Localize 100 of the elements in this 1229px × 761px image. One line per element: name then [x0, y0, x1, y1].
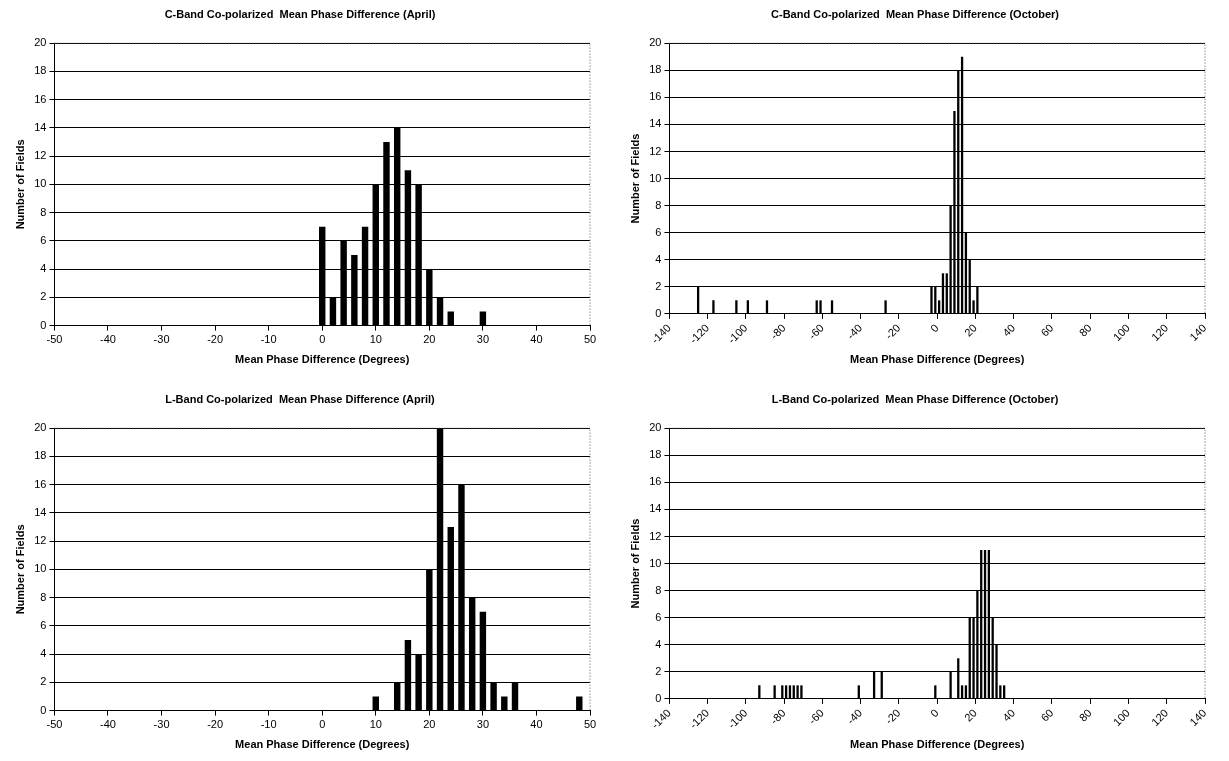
- bar: [800, 685, 803, 699]
- y-tick-label: 10: [34, 177, 47, 190]
- x-tick-label: -30: [153, 333, 170, 346]
- y-tick-label: 8: [40, 590, 47, 603]
- x-tick-label: 60: [1038, 321, 1056, 339]
- y-tick-label: 12: [649, 529, 662, 542]
- x-tick-label: -30: [153, 718, 170, 731]
- x-tick-label: 20: [961, 706, 980, 724]
- x-tick-label: -50: [46, 718, 63, 731]
- x-tick-label: -100: [725, 321, 750, 346]
- y-tick-label: 8: [40, 205, 47, 218]
- x-tick-label: -60: [806, 321, 827, 342]
- x-tick-label: 140: [1187, 706, 1209, 729]
- y-tick-label: 2: [40, 675, 47, 688]
- x-tick-label: 140: [1187, 321, 1209, 344]
- x-tick-label: -140: [648, 321, 673, 346]
- x-tick-label: 30: [476, 718, 490, 731]
- bar: [447, 311, 454, 326]
- bar: [712, 300, 715, 314]
- bar: [576, 696, 583, 711]
- x-tick-label: -20: [882, 706, 903, 727]
- x-tick-label: -120: [687, 321, 712, 346]
- x-tick-label: 20: [423, 333, 436, 346]
- y-axis-title: Number of Fields: [628, 133, 641, 224]
- chart-title: L-Band Co-polarized Mean Phase Difference (October): [771, 392, 1059, 405]
- x-tick-label: 0: [927, 706, 941, 720]
- x-tick-label: 0: [319, 333, 326, 346]
- chart-title: L-Band Co-polarized Mean Phase Difference (April): [165, 392, 436, 405]
- x-tick-label: -140: [648, 706, 673, 731]
- y-tick-label: 4: [655, 252, 662, 265]
- x-axis-title: Mean Phase Difference (Degrees): [235, 738, 410, 751]
- y-tick-label: 10: [649, 171, 662, 184]
- y-tick-label: 20: [34, 36, 47, 49]
- y-tick-label: 6: [40, 618, 47, 631]
- x-tick-label: 30: [476, 333, 490, 346]
- x-tick-label: 120: [1148, 706, 1171, 729]
- x-tick-label: 50: [583, 718, 597, 731]
- x-tick-label: -120: [687, 706, 712, 731]
- chart-title: C-Band Co-polarized Mean Phase Difference (October): [771, 7, 1060, 20]
- y-tick-label: 20: [649, 421, 662, 434]
- y-tick-label: 18: [34, 449, 47, 462]
- y-tick-label: 6: [40, 233, 47, 246]
- x-tick-label: 80: [1076, 706, 1094, 724]
- y-axis-title: Number of Fields: [628, 518, 641, 609]
- x-tick-label: 40: [1000, 706, 1018, 724]
- x-tick-label: -50: [46, 333, 63, 346]
- chart-title: C-Band Co-polarized Mean Phase Difference (April): [164, 7, 436, 20]
- y-tick-label: 14: [34, 120, 47, 133]
- y-tick-label: 2: [655, 664, 662, 677]
- x-tick-label: 0: [319, 718, 326, 731]
- x-tick-label: -60: [806, 706, 827, 727]
- bar: [819, 300, 822, 314]
- y-axis-title: Number of Fields: [13, 139, 26, 230]
- y-axis-title: Number of Fields: [13, 524, 26, 615]
- x-tick-label: -40: [100, 333, 116, 346]
- y-tick-label: 20: [649, 36, 662, 49]
- y-tick-label: 0: [655, 691, 662, 704]
- y-tick-label: 4: [655, 637, 662, 650]
- x-tick-label: 10: [369, 718, 382, 731]
- x-tick-label: -10: [260, 333, 277, 346]
- x-tick-label: -20: [207, 333, 224, 346]
- x-tick-label: 10: [369, 333, 382, 346]
- bar: [735, 300, 738, 314]
- x-tick-label: 80: [1076, 321, 1094, 339]
- y-tick-label: 12: [649, 144, 662, 157]
- x-tick-label: 120: [1148, 321, 1171, 344]
- x-tick-label: 40: [530, 333, 543, 346]
- y-tick-label: 10: [649, 556, 662, 569]
- bar: [773, 685, 776, 699]
- bar: [796, 685, 799, 699]
- x-tick-label: -80: [768, 706, 788, 727]
- y-tick-label: 14: [34, 505, 47, 518]
- y-tick-label: 16: [34, 477, 47, 490]
- x-tick-label: -100: [725, 706, 750, 731]
- x-tick-label: 100: [1110, 321, 1133, 344]
- x-tick-label: 100: [1110, 706, 1133, 729]
- x-tick-label: -40: [844, 321, 865, 342]
- y-tick-label: 18: [649, 448, 662, 461]
- x-axis-title: Mean Phase Difference (Degrees): [850, 738, 1025, 751]
- x-tick-label: -20: [207, 718, 224, 731]
- x-tick-label: -40: [100, 718, 116, 731]
- y-tick-label: 16: [34, 92, 47, 105]
- x-tick-label: -20: [882, 321, 903, 342]
- y-tick-label: 4: [40, 647, 47, 660]
- x-tick-label: -80: [768, 321, 788, 342]
- x-tick-label: 60: [1038, 706, 1056, 724]
- bar: [501, 696, 508, 711]
- y-tick-label: 6: [655, 610, 662, 623]
- x-axis-title: Mean Phase Difference (Degrees): [235, 353, 410, 366]
- y-tick-label: 6: [655, 225, 662, 238]
- x-tick-label: 50: [583, 333, 597, 346]
- y-tick-label: 12: [34, 534, 47, 547]
- y-tick-label: 14: [649, 117, 662, 130]
- x-tick-label: 20: [423, 718, 436, 731]
- x-tick-label: -10: [260, 718, 277, 731]
- y-tick-label: 4: [40, 262, 47, 275]
- y-tick-label: 2: [40, 290, 47, 303]
- x-axis-title: Mean Phase Difference (Degrees): [850, 353, 1025, 366]
- y-tick-label: 14: [649, 502, 662, 515]
- y-tick-label: 18: [34, 64, 47, 77]
